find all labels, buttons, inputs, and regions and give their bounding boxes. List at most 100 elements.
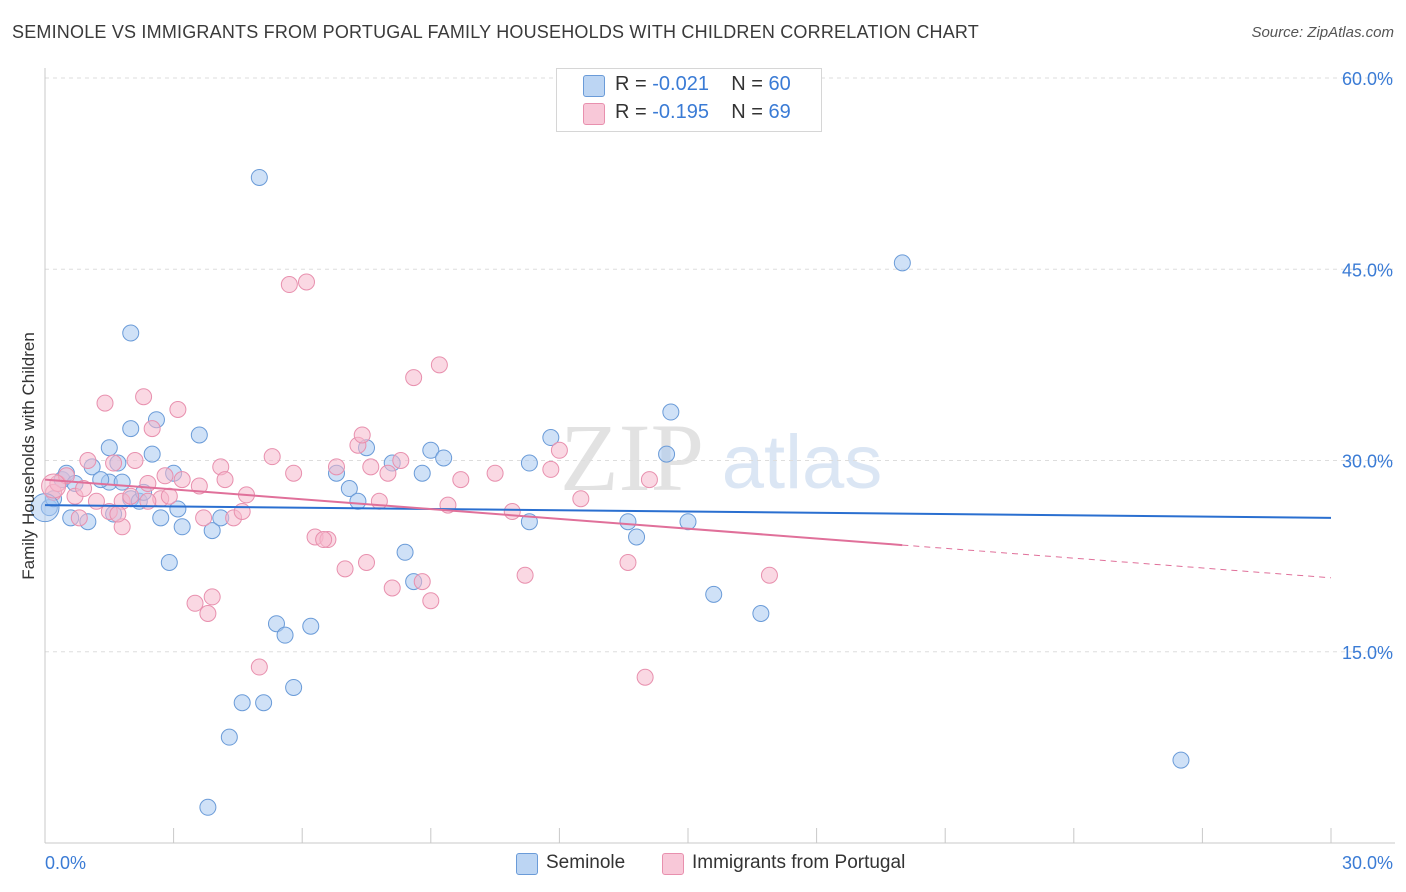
y-tick-label: 45.0% xyxy=(1342,260,1393,280)
n-value: 60 xyxy=(768,73,791,95)
seminole-point xyxy=(113,473,131,491)
portugal-point xyxy=(122,487,140,505)
y-tick-label: 60.0% xyxy=(1342,69,1393,89)
portugal-point xyxy=(760,566,778,584)
seminole-point xyxy=(349,492,367,510)
seminole-point xyxy=(435,449,453,467)
portugal-point xyxy=(190,477,208,495)
seminole-point xyxy=(199,798,217,816)
r-label: R = xyxy=(615,101,653,123)
portugal-point xyxy=(250,658,268,676)
seminole-point xyxy=(396,543,414,561)
portugal-point xyxy=(315,531,333,549)
portugal-point xyxy=(280,276,298,294)
trend-lines xyxy=(44,478,1332,579)
seminole-point xyxy=(255,694,273,712)
portugal-point xyxy=(486,464,504,482)
seminole-point xyxy=(250,168,268,186)
portugal-point xyxy=(327,458,345,476)
watermark: ZIP atlas xyxy=(560,404,882,511)
seminole-point xyxy=(413,464,431,482)
portugal-trend-line xyxy=(44,478,903,547)
seminole-point xyxy=(143,445,161,463)
portugal-point xyxy=(79,452,97,469)
portugal-point xyxy=(135,388,153,406)
portugal-point xyxy=(173,471,191,489)
portugal-point xyxy=(41,473,67,499)
seminole-point xyxy=(302,617,320,635)
legend-text-portugal: R = -0.195 N = 69 xyxy=(615,101,791,124)
seminole-point xyxy=(152,509,170,527)
seminole-point xyxy=(619,513,637,531)
seminole-point xyxy=(658,445,676,463)
seminole-trend-line xyxy=(44,504,1332,519)
portugal-point xyxy=(452,471,470,489)
portugal-point xyxy=(87,492,105,510)
portugal-point xyxy=(636,668,654,686)
n-label: N = xyxy=(731,101,769,123)
portugal-trend-extension xyxy=(902,544,1332,579)
seminole-swatch xyxy=(516,853,538,875)
r-label: R = xyxy=(615,73,653,95)
seminole-point xyxy=(122,324,140,342)
seminole-point xyxy=(662,403,680,421)
seminole-point xyxy=(752,605,770,622)
correlation-legend: R = -0.021 N = 60 R = -0.195 N = 69 xyxy=(556,68,822,132)
portugal-point xyxy=(169,401,187,418)
seminole-point xyxy=(893,254,911,272)
r-value: -0.195 xyxy=(652,101,709,123)
portugal-point xyxy=(109,505,127,523)
portugal-point xyxy=(640,471,658,489)
portugal-point xyxy=(199,605,217,622)
portugal-point xyxy=(353,426,371,444)
portugal-swatch xyxy=(583,103,605,125)
legend-text-seminole: R = -0.021 N = 60 xyxy=(615,73,791,96)
watermark-atlas: atlas xyxy=(722,420,883,505)
portugal-point xyxy=(542,460,560,478)
legend-label-portugal: Immigrants from Portugal xyxy=(692,852,906,873)
portugal-point xyxy=(572,490,590,508)
portugal-point xyxy=(362,458,380,476)
portugal-point xyxy=(75,480,93,498)
portugal-point xyxy=(126,452,144,469)
seminole-point xyxy=(160,554,178,571)
seminole-point xyxy=(628,528,646,546)
portugal-point xyxy=(503,503,521,520)
seminole-point xyxy=(276,626,294,644)
seminole-point xyxy=(1172,751,1190,769)
axis-labels: 15.0% 30.0% 45.0% 60.0% 0.0% 30.0% Family Hous… xyxy=(19,69,1393,873)
source-label: Source: ZipAtlas.com xyxy=(1251,24,1394,41)
portugal-point xyxy=(383,579,401,597)
seminole-point xyxy=(122,420,140,438)
r-value: -0.021 xyxy=(652,73,709,95)
portugal-point xyxy=(422,592,440,610)
portugal-point xyxy=(70,509,88,527)
chart-title: SEMINOLE VS IMMIGRANTS FROM PORTUGAL FAM… xyxy=(12,22,979,42)
seminole-point xyxy=(520,454,538,472)
seminole-point xyxy=(233,694,251,712)
portugal-point xyxy=(370,492,388,510)
portugal-point xyxy=(358,554,375,571)
x-tick-label: 0.0% xyxy=(45,853,86,873)
n-label: N = xyxy=(731,73,769,95)
portugal-point xyxy=(285,464,303,482)
portugal-point xyxy=(186,594,204,612)
gridlines xyxy=(45,77,1395,653)
portugal-point xyxy=(195,509,213,527)
seminole-swatch xyxy=(583,75,605,97)
seminole-point xyxy=(173,518,191,536)
seminole-point xyxy=(340,480,358,498)
seminole-point xyxy=(190,426,208,444)
portugal-point xyxy=(516,566,534,584)
portugal-point xyxy=(405,369,423,387)
portugal-point xyxy=(96,394,114,412)
portugal-point xyxy=(550,441,568,459)
portugal-point xyxy=(233,503,251,520)
seminole-point xyxy=(100,439,118,457)
series-legend: Seminole Immigrants from Portugal xyxy=(0,852,1406,878)
seminole-point xyxy=(203,522,221,540)
seminole-point xyxy=(169,500,187,518)
portugal-point xyxy=(139,474,157,492)
portugal-swatch xyxy=(662,853,684,875)
